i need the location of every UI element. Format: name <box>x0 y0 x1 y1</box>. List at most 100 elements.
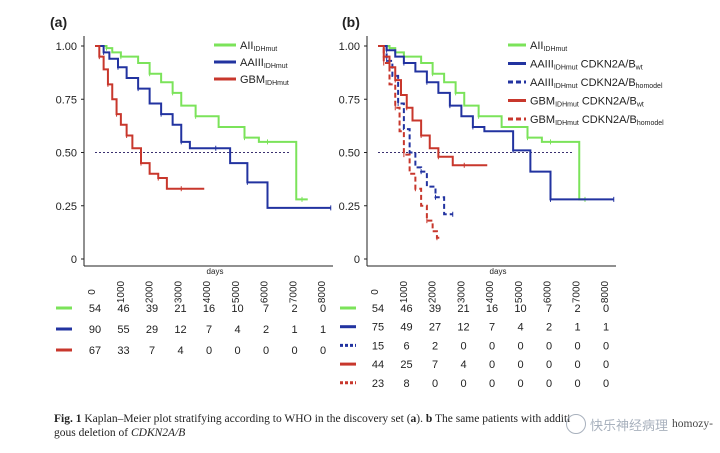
risk-cell: 10 <box>514 303 526 315</box>
risk-cell: 39 <box>429 303 441 315</box>
risk-cell: 7 <box>149 345 155 357</box>
x-tick-label: 4000 <box>202 280 213 303</box>
x-tick-label: 7000 <box>288 280 299 303</box>
legend-label: AAIIIIDHmut <box>240 57 288 70</box>
risk-cell: 0 <box>460 340 466 352</box>
risk-cell: 0 <box>432 378 438 390</box>
risk-cell: 0 <box>234 345 240 357</box>
x-tick-label: 8000 <box>317 280 328 303</box>
watermark-text: 快乐神经病理 <box>590 418 669 434</box>
caption-text-a: Kaplan–Meier plot stratifying according … <box>84 413 411 425</box>
y-tick-label: 0 <box>354 254 360 266</box>
panel-a: (a)00.250.500.751.000 1000 2000 3000 4000 500… <box>50 14 333 357</box>
y-tick-label: 0.25 <box>56 201 77 213</box>
risk-cell: 0 <box>603 340 609 352</box>
risk-cell: 0 <box>603 359 609 371</box>
risk-cell: 0 <box>574 359 580 371</box>
y-tick-label: 0.25 <box>339 201 360 213</box>
risk-cell: 0 <box>460 378 466 390</box>
risk-cell: 7 <box>263 303 269 315</box>
panel-b: (b)00.250.500.751.000 1000 2000 3000 4000 500… <box>339 14 665 390</box>
risk-cell: 12 <box>174 324 186 336</box>
risk-cell: 29 <box>146 324 158 336</box>
risk-cell: 7 <box>546 303 552 315</box>
risk-cell: 4 <box>177 345 183 357</box>
risk-cell: 12 <box>457 322 469 334</box>
risk-cell: 46 <box>117 303 129 315</box>
risk-cell: 0 <box>291 345 297 357</box>
risk-cell: 0 <box>603 378 609 390</box>
risk-cell: 46 <box>400 303 412 315</box>
risk-cell: 15 <box>372 340 384 352</box>
risk-cell: 54 <box>89 303 101 315</box>
risk-cell: 1 <box>291 324 297 336</box>
x-tick-label: 5000 <box>231 280 242 303</box>
risk-cell: 10 <box>231 303 243 315</box>
y-tick-label: 0.50 <box>339 148 360 160</box>
risk-cell: 2 <box>263 324 269 336</box>
caption-text-b: The same patients with additi <box>432 413 571 425</box>
risk-cell: 0 <box>320 303 326 315</box>
legend-label: AAIIIIDHmut CDKN2A/Bwt <box>530 59 643 72</box>
risk-cell: 4 <box>460 359 466 371</box>
risk-cell: 54 <box>372 303 384 315</box>
panel-label: (a) <box>50 14 67 30</box>
risk-cell: 0 <box>517 378 523 390</box>
x-tick-label: 2000 <box>428 280 439 303</box>
risk-cell: 0 <box>489 340 495 352</box>
x-tick-label: 1000 <box>116 280 127 303</box>
x-axis-label: days <box>207 267 224 276</box>
risk-cell: 67 <box>89 345 101 357</box>
caption-a-label: a <box>410 413 417 425</box>
x-tick-label: 5000 <box>514 280 525 303</box>
legend-label: AAIIIIDHmut CDKN2A/Bhomodel <box>530 77 663 90</box>
risk-cell: 0 <box>489 359 495 371</box>
risk-cell: 7 <box>432 359 438 371</box>
risk-cell: 1 <box>603 322 609 334</box>
risk-cell: 0 <box>320 345 326 357</box>
x-tick-label: 3000 <box>173 280 184 303</box>
legend-label: AIIIDHmut <box>530 40 567 53</box>
caption-gene: CDKN2A/B <box>130 427 186 439</box>
x-tick-label: 8000 <box>600 280 611 303</box>
y-tick-label: 0.75 <box>56 94 77 106</box>
risk-cell: 16 <box>486 303 498 315</box>
risk-cell: 0 <box>517 359 523 371</box>
risk-cell: 21 <box>174 303 186 315</box>
caption-text-after-a: ). <box>416 413 426 425</box>
risk-cell: 0 <box>517 340 523 352</box>
risk-cell: 4 <box>234 324 240 336</box>
risk-cell: 8 <box>403 378 409 390</box>
y-tick-label: 1.00 <box>56 41 77 53</box>
km-curve <box>378 45 453 216</box>
risk-cell: 0 <box>489 378 495 390</box>
x-tick-label: 0 <box>370 289 381 295</box>
y-tick-label: 0 <box>71 254 77 266</box>
risk-cell: 7 <box>206 324 212 336</box>
caption-b-label: b <box>425 413 433 425</box>
caption-fig-label: Fig. 1 <box>54 413 82 425</box>
risk-cell: 33 <box>117 345 129 357</box>
risk-cell: 21 <box>457 303 469 315</box>
risk-cell: 6 <box>403 340 409 352</box>
y-tick-label: 0.75 <box>339 94 360 106</box>
km-curve <box>95 45 308 201</box>
watermark-suffix: homozy- <box>672 418 713 430</box>
risk-cell: 0 <box>546 359 552 371</box>
watermark: 快乐神经病理 homozy- <box>566 414 713 434</box>
x-tick-label: 2000 <box>145 280 156 303</box>
x-tick-label: 6000 <box>543 280 554 303</box>
risk-cell: 0 <box>574 378 580 390</box>
risk-cell: 0 <box>206 345 212 357</box>
risk-cell: 0 <box>574 340 580 352</box>
x-tick-label: 0 <box>87 289 98 295</box>
risk-cell: 1 <box>320 324 326 336</box>
wechat-icon <box>566 414 586 434</box>
x-tick-label: 3000 <box>456 280 467 303</box>
risk-cell: 7 <box>489 322 495 334</box>
risk-cell: 49 <box>400 322 412 334</box>
risk-cell: 90 <box>89 324 101 336</box>
x-tick-label: 1000 <box>399 280 410 303</box>
risk-cell: 75 <box>372 322 384 334</box>
